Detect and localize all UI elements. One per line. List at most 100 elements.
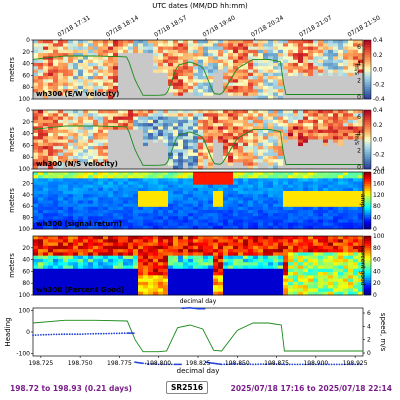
heatmap-cell bbox=[78, 129, 84, 134]
heatmap-cell bbox=[303, 265, 309, 270]
heatmap-cell bbox=[118, 197, 124, 201]
heatmap-cell bbox=[223, 258, 229, 263]
heatmap-cell bbox=[143, 53, 149, 57]
heatmap-cell bbox=[133, 184, 139, 189]
heatmap-cell bbox=[178, 203, 184, 208]
heatmap-cell bbox=[223, 119, 229, 124]
heatmap-cell bbox=[68, 152, 74, 157]
heatmap-cell bbox=[278, 239, 284, 243]
heatmap-cell bbox=[48, 43, 54, 47]
heatmap-cell bbox=[203, 225, 209, 230]
heatmap-cell bbox=[188, 236, 194, 240]
heatmap-cell bbox=[128, 272, 134, 276]
heatmap-cell bbox=[288, 236, 294, 240]
heatmap-cell bbox=[93, 165, 99, 170]
heatmap-cell bbox=[283, 123, 289, 127]
heatmap-cell bbox=[358, 85, 364, 90]
heading-point bbox=[66, 333, 68, 336]
heatmap-cell bbox=[323, 142, 329, 147]
heatmap-cell bbox=[123, 59, 129, 64]
heatmap-cell bbox=[253, 249, 259, 253]
heatmap-cell bbox=[98, 239, 104, 243]
heatmap-cell bbox=[48, 191, 54, 195]
heatmap-cell bbox=[193, 178, 199, 182]
heatmap-cell bbox=[258, 66, 264, 70]
heatmap-cell bbox=[183, 206, 189, 211]
heatmap-cell bbox=[63, 149, 69, 154]
heatmap-cell bbox=[193, 285, 199, 289]
heatmap-cell bbox=[198, 181, 204, 186]
heatmap-cell bbox=[128, 76, 134, 80]
heatmap-cell bbox=[103, 66, 109, 70]
heatmap-cell bbox=[318, 40, 324, 44]
heatmap-cell bbox=[213, 197, 219, 201]
heatmap-cell bbox=[303, 275, 309, 280]
heatmap-cell bbox=[178, 162, 184, 167]
heatmap-cell bbox=[168, 132, 174, 137]
heatmap-cell bbox=[298, 262, 304, 266]
heatmap-cell bbox=[218, 76, 224, 80]
heatmap-cell bbox=[148, 262, 154, 266]
heatmap-cell bbox=[283, 89, 289, 93]
heatmap-cell bbox=[173, 178, 179, 182]
heatmap-cell bbox=[48, 184, 54, 189]
heatmap-cell bbox=[298, 291, 304, 296]
heatmap-cell bbox=[133, 252, 139, 257]
heatmap-cell bbox=[258, 203, 264, 208]
heatmap-cell bbox=[213, 40, 219, 44]
heatmap-cell bbox=[248, 85, 254, 90]
heatmap-cell bbox=[278, 249, 284, 253]
heatmap-cell bbox=[273, 89, 279, 93]
heatmap-cell bbox=[33, 59, 39, 64]
heatmap-cell bbox=[308, 142, 314, 147]
heatmap-cell bbox=[203, 275, 209, 280]
heatmap-cell bbox=[228, 191, 234, 195]
heatmap-cell bbox=[303, 85, 309, 90]
heatmap-cell bbox=[328, 278, 334, 283]
heatmap-cell bbox=[108, 268, 114, 273]
heatmap-cell bbox=[158, 275, 164, 280]
heatmap-cell bbox=[133, 146, 139, 150]
heatmap-cell bbox=[233, 92, 239, 97]
heatmap-cell bbox=[273, 265, 279, 270]
heatmap-cell bbox=[233, 46, 239, 51]
heatmap-cell bbox=[233, 265, 239, 270]
heatmap-cell bbox=[153, 66, 159, 70]
heatmap-cell bbox=[283, 155, 289, 160]
heatmap-cell bbox=[168, 285, 174, 289]
heatmap-cell bbox=[168, 136, 174, 140]
heatmap-cell bbox=[278, 152, 284, 157]
heatmap-cell bbox=[278, 66, 284, 70]
heatmap-cell bbox=[133, 165, 139, 170]
heatmap-cell bbox=[218, 136, 224, 140]
heatmap-cell bbox=[238, 203, 244, 208]
heatmap-cell bbox=[178, 116, 184, 121]
heatmap-cell bbox=[148, 187, 154, 192]
heatmap-cell bbox=[218, 245, 224, 250]
heatmap-cell bbox=[158, 200, 164, 205]
heatmap-cell bbox=[153, 116, 159, 121]
heatmap-cell bbox=[83, 175, 89, 179]
heatmap-cell bbox=[243, 159, 249, 163]
heatmap-cell bbox=[193, 275, 199, 280]
heatmap-cell bbox=[178, 262, 184, 266]
heatmap-cell bbox=[133, 236, 139, 240]
heatmap-cell bbox=[83, 265, 89, 270]
heatmap-cell bbox=[153, 203, 159, 208]
heatmap-cell bbox=[133, 142, 139, 147]
heatmap-cell bbox=[333, 275, 339, 280]
heatmap-cell bbox=[183, 187, 189, 192]
heatmap-cell bbox=[158, 242, 164, 247]
heatmap-cell bbox=[313, 49, 319, 54]
heatmap-cell bbox=[238, 49, 244, 54]
heatmap-cell bbox=[333, 236, 339, 240]
heatmap-cell bbox=[353, 59, 359, 64]
y-tick-label: 0 bbox=[26, 37, 30, 44]
heatmap-cell bbox=[323, 203, 329, 208]
heatmap-cell bbox=[343, 249, 349, 253]
heatmap-cell bbox=[288, 216, 294, 220]
heatmap-cell bbox=[133, 40, 139, 44]
heatmap-cell bbox=[103, 288, 109, 293]
colorbar-swatch bbox=[364, 188, 371, 192]
heatmap-cell bbox=[218, 56, 224, 61]
